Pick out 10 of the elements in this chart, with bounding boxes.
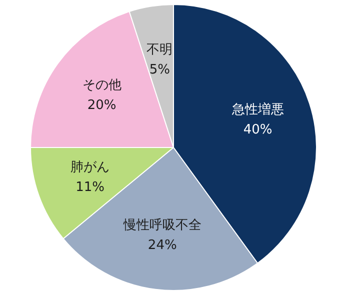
data-label: 40% bbox=[243, 122, 272, 138]
data-label: 11% bbox=[76, 180, 105, 195]
data-label: 24% bbox=[148, 238, 177, 253]
data-label: 20% bbox=[87, 98, 116, 113]
slice-label: 急性増悪 bbox=[230, 101, 284, 118]
slice-label: その他 bbox=[82, 78, 122, 93]
slice-label: 不明 bbox=[146, 42, 173, 58]
slice-label: 肺がん bbox=[70, 160, 110, 175]
slice-label: 慢性呼吸不全 bbox=[122, 218, 202, 233]
data-label: 5% bbox=[149, 62, 170, 78]
